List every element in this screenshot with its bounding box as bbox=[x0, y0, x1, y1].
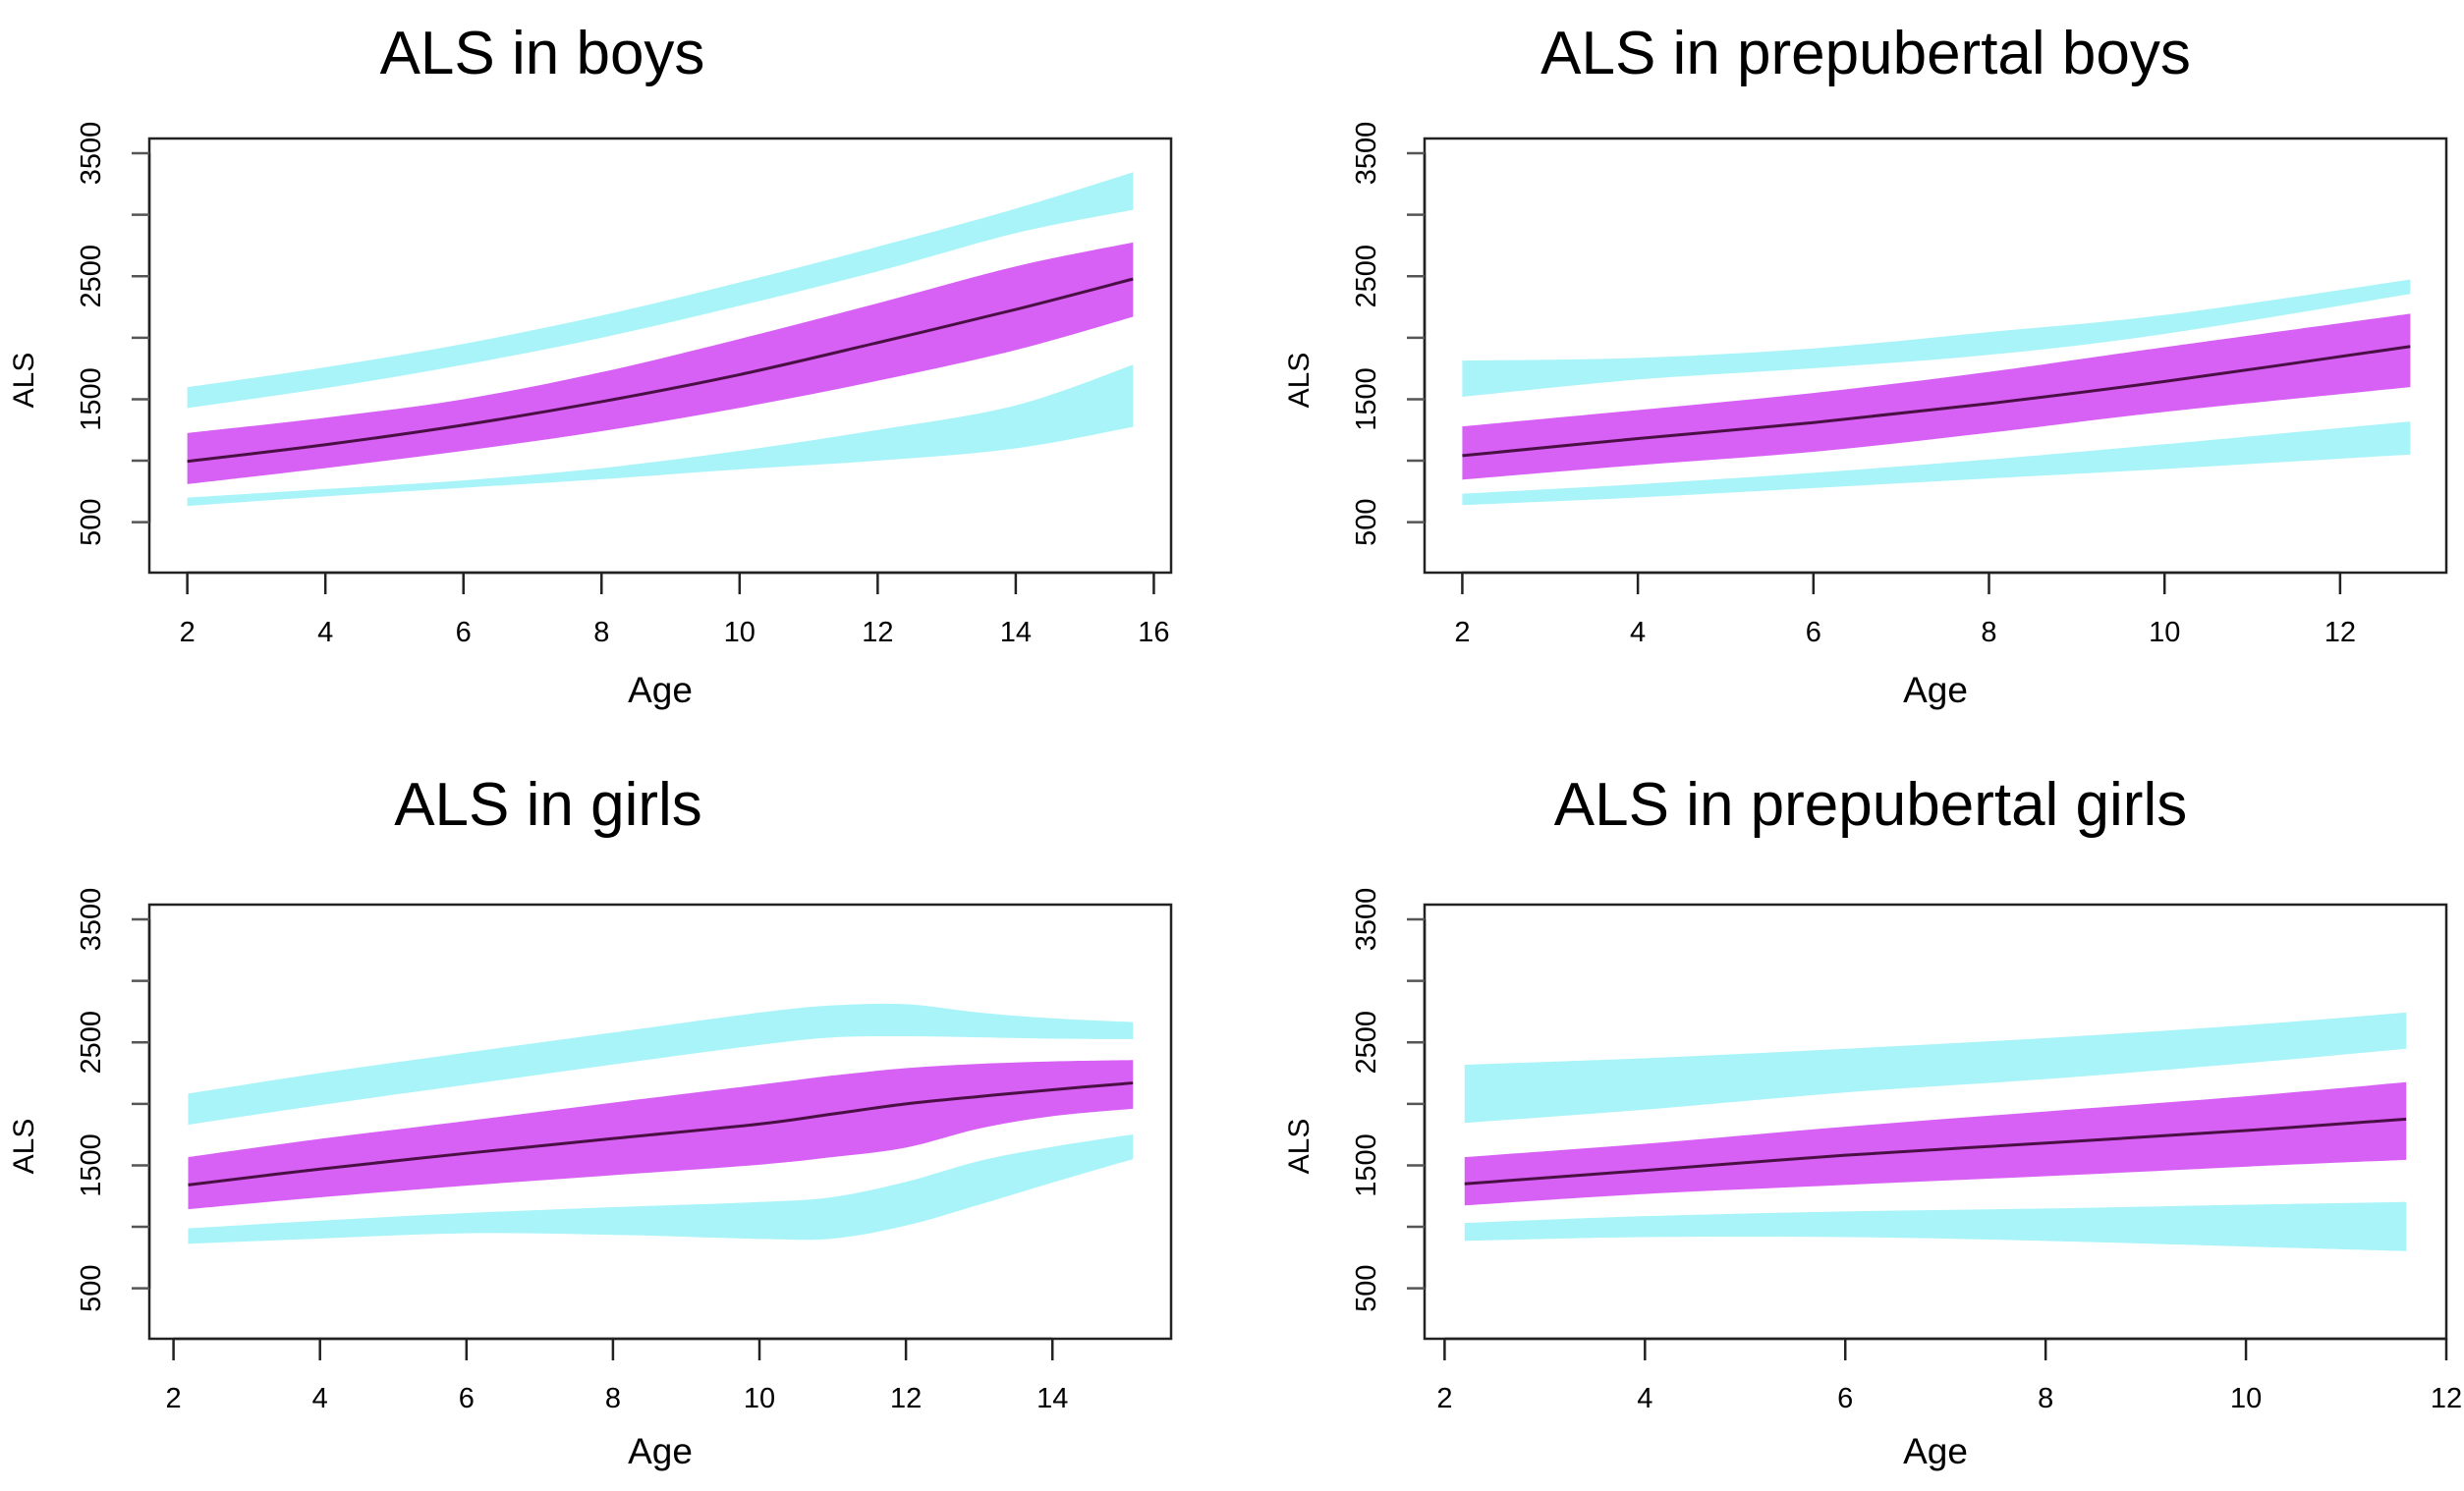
y-axis-label: ALS bbox=[8, 353, 40, 409]
y-tick-label: 1500 bbox=[1351, 1133, 1382, 1197]
x-tick-label: 2 bbox=[166, 1383, 182, 1414]
lower-outer-band bbox=[188, 1133, 1134, 1244]
chart-title: ALS in prepubertal girls bbox=[1554, 771, 2187, 839]
upper-outer-band bbox=[188, 1003, 1134, 1126]
chart-title: ALS in girls bbox=[394, 771, 702, 839]
y-tick-label: 500 bbox=[1351, 498, 1382, 545]
chart-panel: 2 4 6 8 10 12 14 16 500 1500 2500 3500 ALS in boys Ag… bbox=[8, 20, 1173, 710]
y-tick-label: 1500 bbox=[76, 1133, 107, 1197]
x-tick-label: 4 bbox=[317, 617, 333, 648]
y-tick-label: 3500 bbox=[76, 122, 107, 186]
chart-title: ALS in boys bbox=[380, 20, 705, 87]
chart-panel: 2 4 6 8 10 12 14 500 1500 2500 3500 ALS in girls Age… bbox=[8, 771, 1173, 1471]
x-axis-label: Age bbox=[628, 1431, 693, 1471]
x-axis-label: Age bbox=[628, 670, 693, 710]
x-tick-label: 6 bbox=[456, 617, 472, 648]
x-tick-label: 6 bbox=[1837, 1383, 1853, 1414]
inner-band bbox=[187, 242, 1134, 484]
y-tick-label: 3500 bbox=[1351, 122, 1382, 186]
x-tick-label: 8 bbox=[2038, 1383, 2053, 1414]
x-tick-label: 4 bbox=[1630, 617, 1646, 648]
y-tick-label: 1500 bbox=[76, 367, 107, 431]
y-axis-label: ALS bbox=[1283, 1119, 1316, 1175]
x-tick-label: 10 bbox=[724, 617, 756, 648]
inner-band bbox=[1464, 1081, 2407, 1206]
y-tick-label: 2500 bbox=[76, 1011, 107, 1075]
x-tick-label: 4 bbox=[1637, 1383, 1652, 1414]
chart-panel: 2 4 6 8 10 12 500 1500 2500 3500 ALS in prepuberta… bbox=[1283, 20, 2448, 710]
y-tick-label: 3500 bbox=[1351, 888, 1382, 952]
x-axis-label: Age bbox=[1903, 1431, 1968, 1471]
y-tick-label: 500 bbox=[76, 1264, 107, 1311]
x-tick-label: 12 bbox=[890, 1383, 922, 1414]
y-tick-label: 500 bbox=[1351, 1264, 1382, 1311]
x-tick-label: 12 bbox=[862, 617, 893, 648]
y-tick-label: 2500 bbox=[1351, 245, 1382, 308]
x-tick-label: 16 bbox=[1138, 617, 1169, 648]
median-line bbox=[187, 277, 1134, 464]
x-tick-label: 6 bbox=[459, 1383, 475, 1414]
y-tick-label: 500 bbox=[76, 498, 107, 545]
y-tick-label: 1500 bbox=[1351, 367, 1382, 431]
x-tick-label: 10 bbox=[2230, 1383, 2262, 1414]
x-tick-label: 10 bbox=[2149, 617, 2180, 648]
x-tick-label: 6 bbox=[1806, 617, 1821, 648]
x-tick-label: 2 bbox=[180, 617, 196, 648]
x-tick-label: 2 bbox=[1454, 617, 1470, 648]
chart-panel: 2 4 6 8 10 12 500 1500 2500 3500 ALS in prepuberta… bbox=[1283, 771, 2462, 1471]
chart-title: ALS in prepubertal boys bbox=[1540, 20, 2191, 87]
y-tick-label: 2500 bbox=[76, 245, 107, 308]
y-axis-label: ALS bbox=[1283, 353, 1316, 409]
y-axis-label: ALS bbox=[8, 1119, 40, 1175]
x-tick-label: 12 bbox=[2431, 1383, 2462, 1414]
lower-outer-band bbox=[187, 364, 1134, 507]
x-tick-label: 8 bbox=[1981, 617, 1996, 648]
plot-frame bbox=[147, 137, 1173, 575]
upper-outer-band bbox=[1462, 279, 2411, 397]
median-line bbox=[1464, 1117, 2407, 1186]
x-tick-label: 8 bbox=[605, 1383, 621, 1414]
x-tick-label: 8 bbox=[593, 617, 609, 648]
x-tick-label: 12 bbox=[2324, 617, 2356, 648]
y-tick-label: 2500 bbox=[1351, 1011, 1382, 1075]
lower-outer-band bbox=[1464, 1201, 2407, 1251]
upper-outer-band bbox=[1464, 1012, 2407, 1124]
x-tick-label: 14 bbox=[1036, 1383, 1068, 1414]
inner-band bbox=[1462, 313, 2411, 480]
x-tick-label: 2 bbox=[1436, 1383, 1452, 1414]
median-line bbox=[188, 1081, 1134, 1187]
x-axis-label: Age bbox=[1903, 670, 1968, 710]
y-tick-label: 3500 bbox=[76, 888, 107, 952]
x-tick-label: 10 bbox=[744, 1383, 775, 1414]
upper-outer-band bbox=[187, 172, 1134, 409]
x-tick-label: 14 bbox=[1000, 617, 1032, 648]
lower-outer-band bbox=[1462, 421, 2411, 506]
x-tick-label: 4 bbox=[312, 1383, 328, 1414]
median-line bbox=[1462, 345, 2411, 458]
